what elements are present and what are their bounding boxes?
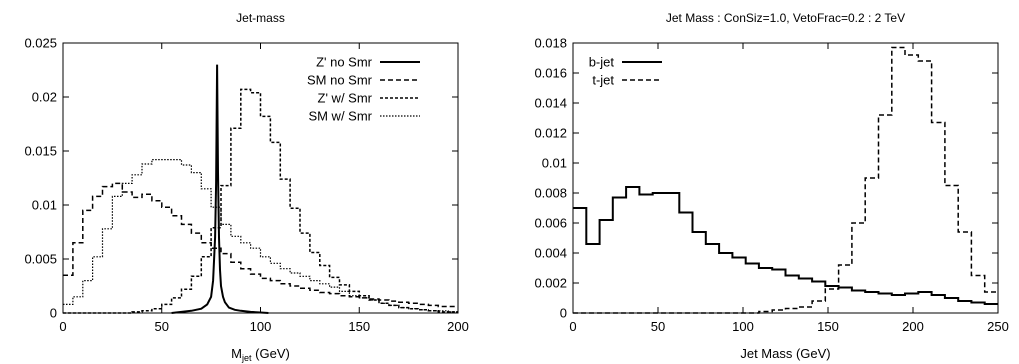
x-tick-label: 100	[732, 319, 754, 334]
y-tick-label: 0	[560, 306, 567, 321]
series-line-0	[171, 64, 269, 314]
x-axis-label-subscript: jet	[241, 353, 252, 363]
y-tick-label: 0.01	[32, 198, 57, 213]
y-tick-label: 0.006	[534, 216, 567, 231]
chart-title: Jet Mass : ConSiz=1.0, VetoFrac=0.2 : 2 …	[666, 11, 905, 25]
y-tick-label: 0.002	[534, 276, 567, 291]
legend-label: t-jet	[592, 73, 614, 88]
y-tick-label: 0.018	[534, 36, 567, 51]
jet-mass-consiz-chart: Jet Mass : ConSiz=1.0, VetoFrac=0.2 : 2 …	[534, 11, 1008, 361]
series-line-2	[63, 88, 458, 314]
x-tick-label: 150	[817, 319, 839, 334]
x-axis-label: Jet Mass (GeV)	[740, 346, 830, 361]
y-tick-label: 0.016	[534, 66, 567, 81]
legend-label: Z' w/ Smr	[318, 91, 373, 106]
series-line-3	[63, 159, 458, 313]
y-tick-label: 0.008	[534, 186, 567, 201]
x-tick-label: 250	[987, 319, 1009, 334]
x-tick-label: 100	[250, 319, 272, 334]
x-axis-label: Mjet (GeV)	[231, 346, 290, 363]
x-tick-label: 200	[902, 319, 924, 334]
series-line-1	[63, 182, 458, 308]
x-tick-label: 50	[155, 319, 169, 334]
x-tick-label: 50	[651, 319, 665, 334]
x-axis-label-unit: (GeV)	[252, 346, 290, 361]
x-axis-label-main: M	[231, 346, 242, 361]
y-tick-label: 0.012	[534, 126, 567, 141]
y-tick-label: 0	[50, 306, 57, 321]
x-tick-label: 0	[59, 319, 66, 334]
jet-mass-chart: Jet-mass 0 50 100 150 200 0 0.005 0.01 0.015 0.02 0…	[24, 11, 468, 363]
series-line-1	[573, 46, 998, 314]
series-line-0	[573, 186, 998, 305]
x-tick-label: 200	[447, 319, 469, 334]
legend-label: Z' no Smr	[316, 55, 373, 70]
y-tick-label: 0.004	[534, 246, 567, 261]
y-tick-label: 0.014	[534, 96, 567, 111]
y-tick-label: 0.005	[24, 252, 57, 267]
y-tick-label: 0.025	[24, 36, 57, 51]
plot-frame	[572, 42, 999, 314]
legend-label: b-jet	[589, 55, 615, 70]
y-tick-label: 0.01	[542, 156, 567, 171]
y-tick-label: 0.015	[24, 144, 57, 159]
chart-title: Jet-mass	[236, 11, 285, 25]
plot-frame	[62, 42, 459, 314]
y-tick-label: 0.02	[32, 90, 57, 105]
legend-label: SM no Smr	[307, 73, 373, 88]
x-tick-label: 0	[569, 319, 576, 334]
legend-label: SM w/ Smr	[308, 109, 372, 124]
x-tick-label: 150	[348, 319, 370, 334]
